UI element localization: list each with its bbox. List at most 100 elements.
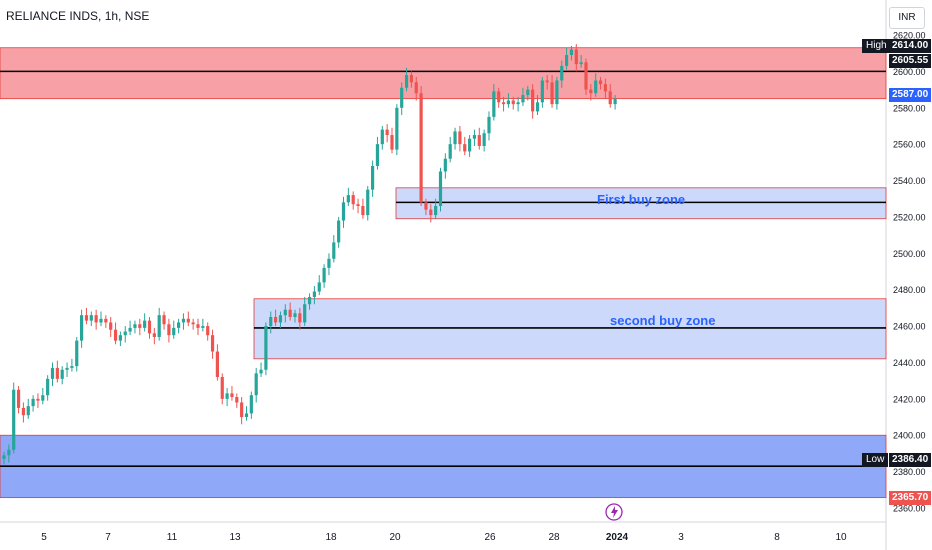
x-tick-label: 5 [41, 532, 47, 543]
candle-body [472, 135, 477, 139]
candle-body [351, 195, 355, 205]
candle-body [448, 144, 452, 159]
candle-body [196, 324, 200, 328]
candle-body [80, 315, 84, 341]
candle-body [244, 413, 249, 418]
candle-body [269, 316, 273, 327]
y-tick-label: 2400.00 [893, 431, 926, 441]
candle-body [133, 324, 137, 328]
candle-body [521, 95, 525, 103]
candle-body [535, 102, 540, 112]
x-tick-label: 11 [167, 532, 178, 543]
candle-body [113, 329, 118, 341]
candle-body [380, 129, 384, 145]
candle-body [50, 367, 55, 379]
zone-first-buy-zone [395, 187, 887, 220]
candle-body [565, 55, 569, 66]
x-tick-label: 10 [835, 532, 847, 543]
y-tick-label: 2600.00 [893, 67, 926, 77]
candle-body [157, 315, 161, 337]
candle-body [210, 335, 215, 352]
candle-body [477, 135, 481, 146]
zone-resistance [0, 47, 887, 100]
candle-body [506, 100, 510, 105]
candle-body [21, 407, 25, 416]
candle-body [143, 320, 147, 328]
candle-body [84, 315, 89, 321]
candle-body [482, 133, 486, 146]
candle-body [608, 91, 612, 105]
candle-body [215, 351, 219, 378]
candle-body [70, 366, 74, 368]
y-tick-label: 2500.00 [893, 249, 926, 259]
candle-body [167, 324, 171, 336]
y-tick-label: 2540.00 [893, 176, 926, 186]
y-tick-label: 2360.00 [893, 504, 926, 514]
candle-body [516, 102, 520, 105]
y-tick-label: 2620.00 [893, 31, 926, 41]
candle-body [104, 318, 108, 323]
candle-body [240, 402, 244, 418]
chart-title: RELIANCE INDS, 1h, NSE [6, 9, 150, 23]
price-tag-label: High [862, 38, 891, 53]
candle-body [26, 406, 30, 416]
candle-body [613, 98, 617, 105]
y-tick-label: 2460.00 [893, 322, 926, 332]
candle-body [332, 242, 336, 259]
y-tick-label: 2380.00 [893, 467, 926, 477]
candle-body [31, 398, 35, 407]
candle-body [12, 389, 16, 450]
candle-body [531, 89, 535, 112]
candle-body [468, 138, 472, 152]
candle-body [16, 389, 21, 408]
y-tick-label: 2520.00 [893, 212, 926, 222]
candle-body [206, 326, 210, 336]
candle-body [278, 315, 283, 323]
candle-body [322, 267, 326, 283]
candle-body [579, 62, 583, 65]
candle-body [375, 144, 380, 166]
candle-body [225, 393, 229, 399]
price-tag: 2614.00 [889, 38, 932, 53]
candle-body [404, 75, 409, 88]
candle-body [540, 80, 544, 103]
candle-body [574, 49, 578, 65]
candle-body [337, 220, 341, 243]
x-tick-label: 13 [229, 532, 241, 543]
candle-body [235, 397, 239, 403]
candle-body [434, 206, 438, 216]
candle-body [201, 326, 205, 328]
candle-body [400, 87, 404, 108]
candle-body [191, 322, 195, 325]
x-tick-label: 18 [325, 532, 337, 543]
candle-body [220, 377, 224, 399]
candle-body [288, 309, 292, 317]
candle-body [147, 320, 152, 334]
candle-body [341, 202, 346, 221]
candle-body [264, 326, 268, 370]
candle-body [7, 449, 11, 456]
currency-button[interactable]: INR [889, 7, 925, 29]
candle-body [356, 204, 360, 207]
candle-body [60, 369, 64, 379]
candle-body [162, 315, 166, 325]
candle-body [390, 135, 394, 150]
x-tick-label: 3 [678, 532, 684, 543]
candle-body [545, 80, 549, 83]
y-tick-label: 2560.00 [893, 140, 926, 150]
candle-body [443, 158, 447, 172]
candle-body [361, 206, 365, 216]
price-tag: 2365.70 [889, 490, 932, 505]
y-tick-label: 2580.00 [893, 103, 926, 113]
candle-body [55, 367, 59, 379]
candle-body [598, 80, 603, 85]
candle-body [152, 333, 156, 337]
candle-body [181, 318, 186, 323]
candle-body [307, 296, 312, 305]
zone-second-buy-zone [253, 298, 887, 360]
candle-body [594, 80, 598, 94]
candle-body [65, 367, 69, 370]
candle-body [346, 195, 350, 203]
